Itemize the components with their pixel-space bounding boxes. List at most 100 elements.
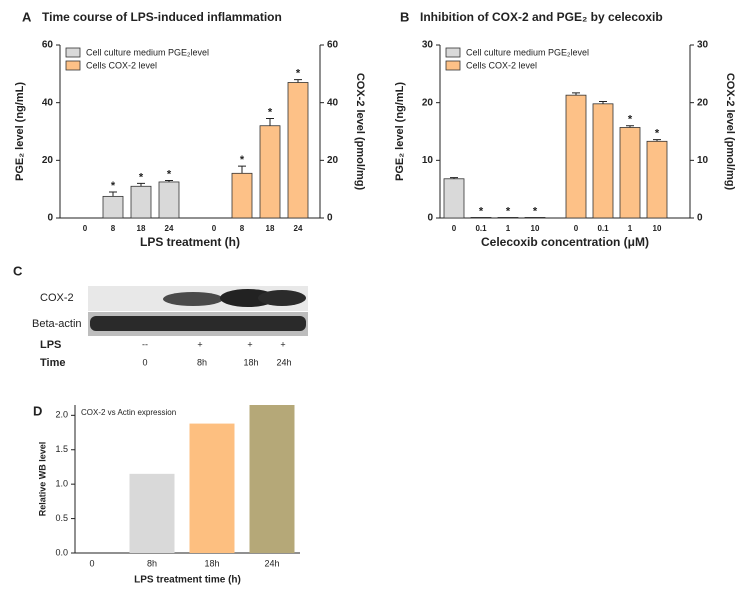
error-bar xyxy=(599,101,607,104)
x-axis-label: LPS treatment (h) xyxy=(140,235,240,249)
bar xyxy=(130,185,152,219)
y2-tick-label: 60 xyxy=(327,40,339,51)
y2-tick-label: 10 xyxy=(697,155,709,166)
significance-mark: * xyxy=(167,168,172,180)
legend-swatch xyxy=(65,47,81,58)
x-tick-label: 18 xyxy=(266,224,275,233)
error-bar xyxy=(266,118,274,126)
y2-tick-label: 0 xyxy=(697,213,703,224)
panel-label: B xyxy=(400,9,409,24)
x-tick-label: 0 xyxy=(83,224,88,233)
bar xyxy=(287,82,309,219)
error-bar xyxy=(653,139,661,142)
x-axis-label: Celecoxib concentration (μM) xyxy=(481,235,649,249)
x-tick-label: 18 xyxy=(137,224,146,233)
y-tick-label: 20 xyxy=(422,97,434,108)
bar xyxy=(259,125,281,219)
bar xyxy=(497,217,519,219)
x-tick-label: 0 xyxy=(574,224,579,233)
y-tick-label: 0.0 xyxy=(55,547,68,557)
y-tick-label: 1.5 xyxy=(55,444,68,454)
lane-label: + xyxy=(280,339,285,349)
x-tick-label: 0.1 xyxy=(597,224,609,233)
lane-label: -- xyxy=(142,339,148,349)
x-tick-label: 0.1 xyxy=(475,224,487,233)
x-tick-label: 10 xyxy=(531,224,540,233)
y2-tick-label: 0 xyxy=(327,213,333,224)
y2-tick-label: 30 xyxy=(697,40,709,51)
legend-swatch xyxy=(445,60,461,71)
x-tick-label: 8h xyxy=(147,558,157,568)
blot-row-label: COX-2 xyxy=(40,292,74,304)
bar xyxy=(524,217,546,219)
error-bar xyxy=(294,79,302,83)
lane-label: + xyxy=(247,339,252,349)
significance-mark: * xyxy=(240,154,245,166)
chart-title: COX-2 vs Actin expression xyxy=(81,408,176,417)
error-bar xyxy=(165,180,173,182)
panel-label: C xyxy=(13,263,23,278)
lane-label: 0 xyxy=(142,357,147,367)
error-bar xyxy=(238,165,246,174)
legend-swatch xyxy=(445,47,461,58)
bar xyxy=(129,473,175,553)
y-tick-label: 0 xyxy=(427,213,433,224)
blot-row-label: Time xyxy=(40,357,65,369)
blot-band xyxy=(90,316,306,331)
significance-mark: * xyxy=(628,114,633,126)
lane-label: + xyxy=(197,339,202,349)
error-bar xyxy=(137,182,145,187)
legend-label: Cell culture medium PGE₂level xyxy=(466,47,589,57)
bar xyxy=(619,127,641,219)
x-tick-label: 24 xyxy=(165,224,174,233)
error-bar xyxy=(450,177,458,179)
panel-label: A xyxy=(22,9,32,24)
blot-band xyxy=(258,290,306,306)
bar xyxy=(443,178,465,219)
blot-band xyxy=(163,292,223,306)
x-axis-label: LPS treatment time (h) xyxy=(134,575,241,586)
x-tick-label: 10 xyxy=(653,224,662,233)
bar xyxy=(470,217,492,219)
blot-row-label: LPS xyxy=(40,339,61,351)
y-tick-label: 20 xyxy=(42,155,54,166)
x-tick-label: 0 xyxy=(89,558,94,568)
bar xyxy=(189,423,235,553)
y-tick-label: 60 xyxy=(42,40,54,51)
significance-mark: * xyxy=(479,205,484,217)
y-tick-label: 10 xyxy=(422,155,434,166)
x-tick-label: 0 xyxy=(212,224,217,233)
y2-axis-label: COX-2 level (pmol/mg) xyxy=(724,73,736,191)
x-tick-label: 8 xyxy=(111,224,116,233)
y2-tick-label: 20 xyxy=(697,97,709,108)
chart-title: Time course of LPS-induced inflammation xyxy=(42,10,282,24)
bar xyxy=(646,140,668,219)
legend-swatch xyxy=(65,60,81,71)
y2-tick-label: 20 xyxy=(327,155,339,166)
error-bar xyxy=(109,191,117,197)
y-axis-label: Relative WB level xyxy=(37,442,47,517)
blot-row-label: Beta-actin xyxy=(32,318,82,330)
y-tick-label: 1.0 xyxy=(55,479,68,489)
bar xyxy=(231,172,253,219)
x-tick-label: 18h xyxy=(204,558,219,568)
blot-band xyxy=(220,289,276,307)
y-tick-label: 40 xyxy=(42,97,54,108)
x-tick-label: 1 xyxy=(628,224,633,233)
bar xyxy=(102,195,124,219)
bar xyxy=(249,405,295,553)
y-tick-label: 0.5 xyxy=(55,513,68,523)
error-bar xyxy=(626,125,634,128)
bar xyxy=(565,94,587,219)
lane-label: 8h xyxy=(197,357,207,367)
y2-tick-label: 40 xyxy=(327,97,339,108)
significance-mark: * xyxy=(655,127,660,139)
bar xyxy=(592,103,614,219)
bar xyxy=(158,181,180,219)
significance-mark: * xyxy=(268,106,273,118)
x-tick-label: 0 xyxy=(452,224,457,233)
y-axis-label: PGE₂ level (ng/mL) xyxy=(394,82,406,181)
panel-label: D xyxy=(33,403,42,418)
x-tick-label: 24h xyxy=(264,558,279,568)
x-tick-label: 24 xyxy=(294,224,303,233)
